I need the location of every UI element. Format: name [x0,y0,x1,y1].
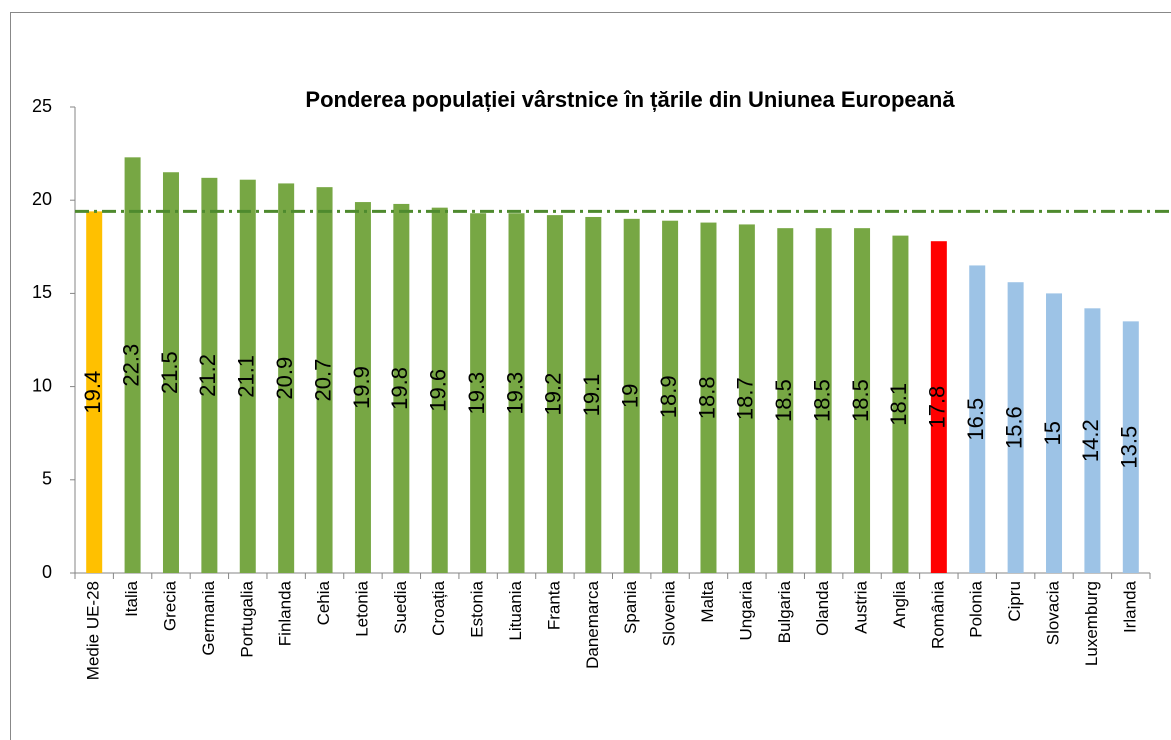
x-tick-label: Cehia [314,580,333,625]
y-tick-label: 25 [32,96,52,116]
bar [815,228,832,573]
value-label: 21.2 [195,354,220,397]
x-tick-label: Portugalia [237,580,256,657]
x-tick-label: România [928,580,947,649]
bar [777,228,794,573]
x-tick-label: Luxemburg [1082,581,1101,666]
x-tick-label: Cipru [1005,581,1024,622]
value-label: 18.5 [809,379,834,422]
value-label: 20.9 [272,357,297,400]
value-label: 19.3 [464,372,489,415]
value-label: 18.1 [886,383,911,426]
bar [86,211,103,573]
x-tick-label: Letonia [352,580,371,636]
value-label: 18.5 [848,379,873,422]
value-label: 19 [618,384,643,408]
bar [431,207,448,573]
value-label: 18.9 [656,375,681,418]
bar [623,218,640,573]
value-label: 19.9 [349,366,374,409]
value-label: 22.3 [118,344,143,387]
x-tick-label: Slovacia [1044,580,1063,645]
bar [738,224,755,573]
bar [930,241,947,573]
value-label: 19.2 [541,373,566,416]
value-label: 21.5 [157,351,182,394]
value-label: 19.6 [426,369,451,412]
bar [278,183,295,573]
bar [892,235,909,573]
value-label: 17.8 [925,386,950,429]
x-tick-label: Polonia [967,580,986,637]
x-tick-label: Estonia [468,580,487,637]
bar [124,157,141,573]
value-label: 15.6 [1001,406,1026,449]
value-label: 19.3 [502,372,527,415]
value-label: 18.8 [694,376,719,419]
x-tick-label: Medie UE-28 [84,581,103,680]
value-label: 19.1 [579,374,604,417]
x-tick-label: Austria [852,580,871,633]
x-tick-label: Slovenia [660,580,679,646]
x-tick-label: Spania [621,580,640,633]
bar [585,216,602,573]
value-label: 19.8 [387,367,412,410]
bar [508,213,525,574]
bar [969,265,986,573]
y-tick-label: 10 [32,375,52,395]
bar [1122,321,1139,573]
bar [1046,293,1063,573]
y-tick-label: 15 [32,282,52,302]
x-tick-label: Irlanda [1120,580,1139,633]
x-tick-label: Malta [698,580,717,622]
x-tick-label: Finlanda [276,580,295,646]
x-tick-label: Grecia [160,580,179,631]
bar [470,213,487,574]
x-tick-label: Danemarca [583,580,602,668]
bar [662,220,679,574]
value-label: 15 [1040,421,1065,445]
bar [354,202,371,573]
value-label: 13.5 [1117,426,1142,469]
bar [700,222,717,573]
x-tick-label: Italia [122,580,141,616]
x-tick-label: Anglia [890,580,909,628]
x-tick-label: Olanda [813,580,832,635]
value-label: 18.7 [733,377,758,420]
bar [1084,308,1101,573]
value-label: 18.5 [771,379,796,422]
x-tick-label: Croația [429,580,448,635]
value-label: 21.1 [234,355,259,398]
y-tick-label: 5 [42,469,52,489]
x-tick-label: Lituania [506,580,525,640]
bar [393,203,410,574]
value-label: 19.4 [80,371,105,414]
x-tick-label: Ungaria [736,580,755,640]
x-tick-label: Germania [199,580,218,655]
value-label: 20.7 [310,359,335,402]
bar [546,215,563,573]
chart-title: Ponderea populației vârstnice în țările … [305,87,955,112]
bar [316,187,333,574]
value-label: 16.5 [963,398,988,441]
bar [201,177,218,573]
x-tick-label: Suedia [391,580,410,633]
y-tick-label: 20 [32,189,52,209]
y-tick-label: 0 [42,562,52,582]
x-tick-label: Franta [544,580,563,630]
value-label: 14.2 [1078,419,1103,462]
bar [239,179,256,574]
bar [854,228,871,573]
bar [1007,282,1024,573]
bar [162,172,179,574]
x-tick-label: Bulgaria [775,580,794,643]
